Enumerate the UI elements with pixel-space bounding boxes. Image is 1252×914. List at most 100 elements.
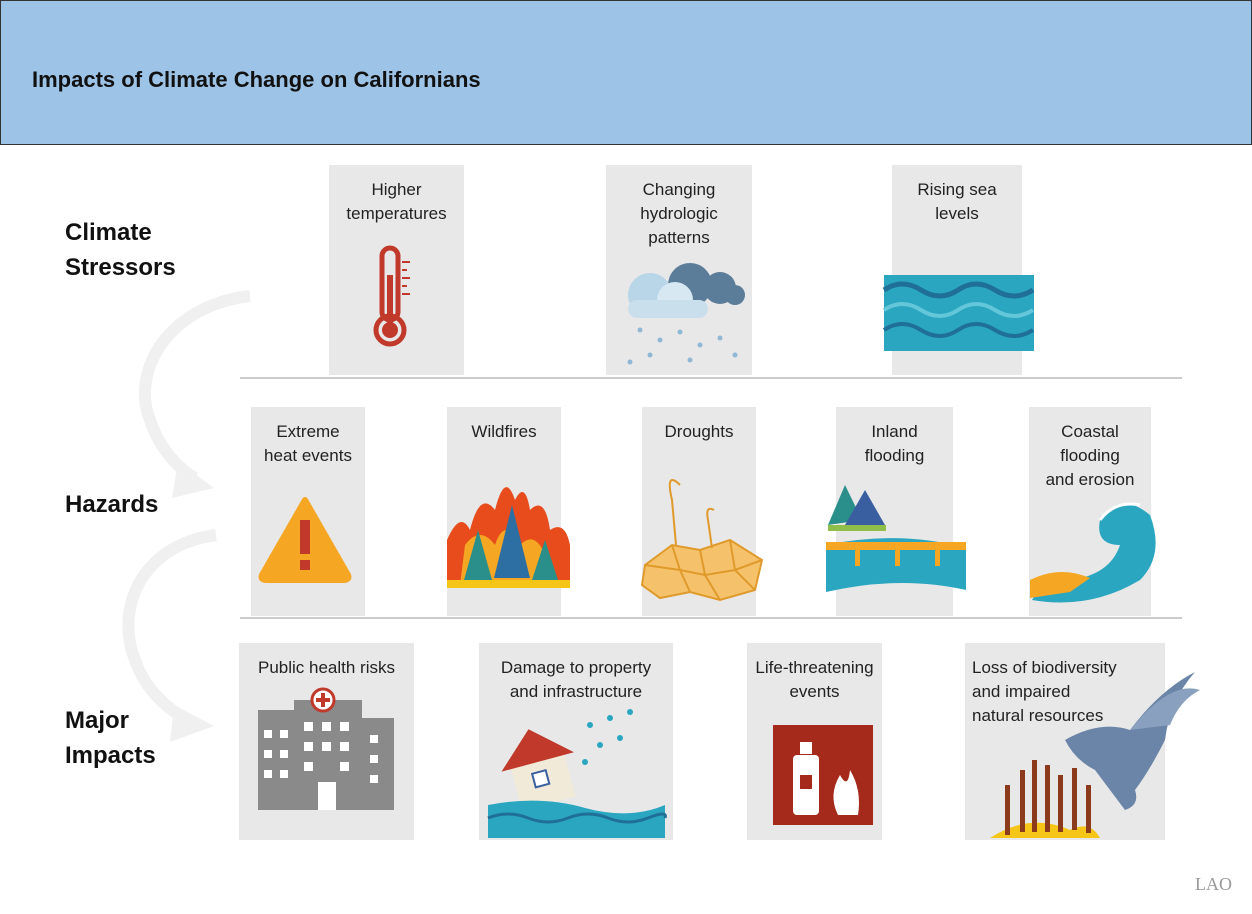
- card-label: levels: [935, 204, 978, 223]
- card-label: Damage to property: [501, 658, 652, 677]
- icon-shape: [688, 358, 693, 363]
- icon-shape: [607, 715, 613, 721]
- card-label: and erosion: [1046, 470, 1135, 489]
- icon-shape: [597, 742, 603, 748]
- icon-shape: [648, 353, 653, 358]
- icon-shape: [370, 755, 378, 763]
- icon-shape: [370, 775, 378, 783]
- icon-shape: [382, 322, 398, 338]
- flow-arrows: [128, 296, 250, 742]
- card-label: Public health risks: [258, 658, 395, 677]
- icon-shape: [447, 580, 570, 588]
- icon-shape: [264, 750, 272, 758]
- card-label: and impaired: [972, 682, 1070, 701]
- icon-shape: [1086, 785, 1091, 833]
- icon-shape: [1058, 775, 1063, 832]
- icon-shape: [935, 550, 940, 566]
- icon-shape: [895, 550, 900, 566]
- card: Life-threatening events: [747, 643, 882, 840]
- card-label: natural resources: [972, 706, 1103, 725]
- card-label: Inland: [871, 422, 917, 441]
- card-label: Droughts: [665, 422, 734, 441]
- icon-shape: [1020, 770, 1025, 832]
- icon-shape: [280, 730, 288, 738]
- page-title: Impacts of Climate Change on Californian…: [32, 67, 481, 92]
- icon-shape: [718, 336, 723, 341]
- icon-shape: [362, 718, 394, 810]
- card-label: Wildfires: [471, 422, 536, 441]
- card: Damage to property and infrastructure: [479, 643, 673, 840]
- arrow-head: [170, 705, 214, 742]
- icon-shape: [340, 722, 349, 731]
- icon: [884, 275, 1034, 351]
- arrow-head: [172, 462, 214, 498]
- icon-shape: [698, 343, 703, 348]
- row-label: Hazards: [65, 491, 158, 518]
- icon-shape: [855, 550, 860, 566]
- icon-shape: [322, 742, 331, 751]
- card-label: flooding: [865, 446, 925, 465]
- icon-shape: [370, 735, 378, 743]
- card-label: Extreme: [276, 422, 339, 441]
- icon-shape: [617, 735, 623, 741]
- card: Coastalfloodingand erosion: [1029, 407, 1156, 616]
- icon-shape: [316, 698, 330, 702]
- icon-shape: [340, 742, 349, 751]
- icon-shape: [280, 750, 288, 758]
- icon-shape: [304, 742, 313, 751]
- infographic: Impacts of Climate Change on Californian…: [0, 0, 1252, 914]
- card: Droughts: [642, 407, 762, 616]
- icon-shape: [387, 275, 393, 330]
- card-label: events: [789, 682, 839, 701]
- logo: LAO: [1195, 874, 1232, 894]
- card-label: hydrologic: [640, 204, 718, 223]
- icon-shape: [826, 542, 966, 550]
- icon-shape: [1005, 785, 1010, 835]
- icon-shape: [828, 525, 886, 531]
- row-label: Stressors: [65, 254, 176, 281]
- icon-shape: [258, 710, 294, 810]
- icon-shape: [1072, 768, 1077, 830]
- card-label: temperatures: [346, 204, 446, 223]
- row-label: Impacts: [65, 742, 156, 769]
- card-label: heat events: [264, 446, 352, 465]
- card: Inland flooding: [826, 407, 966, 616]
- flow-arrow: [128, 535, 216, 720]
- icon-shape: [725, 285, 745, 305]
- icon-shape: [264, 730, 272, 738]
- card-label: Higher: [371, 180, 421, 199]
- card-label: flooding: [1060, 446, 1120, 465]
- icon-shape: [800, 742, 812, 754]
- card-label: patterns: [648, 228, 709, 247]
- card: Rising sea levels: [884, 165, 1034, 375]
- card-label: Rising sea: [917, 180, 997, 199]
- card: Extreme heat events: [251, 407, 365, 616]
- icon-shape: [264, 770, 272, 778]
- icon-shape: [280, 770, 288, 778]
- card: Changing hydrologic patterns: [606, 165, 752, 375]
- icon-shape: [628, 300, 708, 318]
- card: Public health risks: [239, 643, 414, 840]
- icon-shape: [304, 722, 313, 731]
- icon-shape: [587, 722, 593, 728]
- icon-shape: [1045, 765, 1050, 832]
- icon-shape: [627, 709, 633, 715]
- icon: [773, 725, 873, 825]
- card: Wildfires: [447, 407, 570, 616]
- card-label: Life-threatening: [755, 658, 873, 677]
- icon-shape: [582, 759, 588, 765]
- icon-shape: [340, 762, 349, 771]
- row-label: Climate: [65, 219, 152, 246]
- flow-arrow: [145, 296, 250, 478]
- icon-shape: [1032, 760, 1037, 832]
- icon-shape: [532, 770, 549, 787]
- row-label: Major: [65, 707, 129, 734]
- card-label: Changing: [643, 180, 716, 199]
- icon-shape: [300, 520, 310, 554]
- card-label: and infrastructure: [510, 682, 642, 701]
- icon-shape: [628, 360, 633, 365]
- icon-shape: [678, 330, 683, 335]
- icon-shape: [733, 353, 738, 358]
- cards: Higher temperatures Changing hydrologic patt…: [239, 165, 1200, 840]
